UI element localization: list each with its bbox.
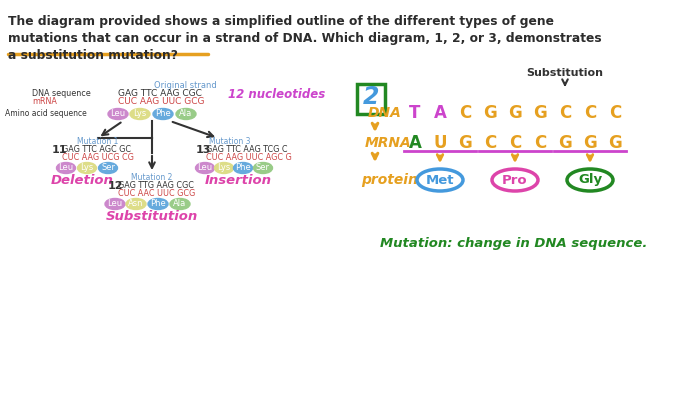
Text: Mutation 2: Mutation 2: [132, 173, 173, 182]
Ellipse shape: [148, 198, 168, 209]
Text: G: G: [608, 134, 622, 152]
Ellipse shape: [253, 162, 272, 173]
Text: Phe: Phe: [150, 200, 166, 209]
Text: Phe: Phe: [155, 110, 171, 119]
Text: 11: 11: [52, 145, 67, 155]
Text: T: T: [410, 104, 421, 122]
Text: C: C: [559, 104, 571, 122]
Ellipse shape: [492, 169, 538, 191]
Text: Amino acid sequence: Amino acid sequence: [5, 110, 87, 119]
Text: G: G: [583, 134, 597, 152]
Text: Leu: Leu: [111, 110, 125, 119]
Text: a substitution mutation?: a substitution mutation?: [8, 49, 178, 62]
Text: C: C: [509, 134, 521, 152]
Text: Deletion: Deletion: [50, 174, 113, 187]
Text: Met: Met: [426, 173, 454, 187]
Text: U: U: [433, 134, 447, 152]
Text: G: G: [558, 134, 572, 152]
Text: A: A: [409, 134, 421, 152]
Text: mutations that can occur in a strand of DNA. Which diagram, 1, 2, or 3, demonstr: mutations that can occur in a strand of …: [8, 32, 601, 45]
Text: DNA: DNA: [368, 106, 402, 120]
Text: G: G: [483, 104, 497, 122]
Ellipse shape: [57, 162, 76, 173]
Ellipse shape: [170, 198, 190, 209]
Text: mRNA: mRNA: [32, 97, 57, 107]
Text: A: A: [433, 104, 447, 122]
Text: Substitution: Substitution: [106, 211, 198, 224]
Text: 12: 12: [108, 181, 123, 191]
Text: CUC AAG UCG CG: CUC AAG UCG CG: [62, 152, 134, 162]
Text: G: G: [533, 104, 547, 122]
Text: The diagram provided shows a simplified outline of the different types of gene: The diagram provided shows a simplified …: [8, 15, 554, 28]
Text: Lys: Lys: [218, 163, 230, 173]
Text: GAG TTC AGC GC: GAG TTC AGC GC: [62, 145, 131, 154]
Text: CUC AAG UUC GCG: CUC AAG UUC GCG: [118, 97, 204, 107]
Text: Leu: Leu: [58, 163, 74, 173]
Text: DNA sequence: DNA sequence: [32, 90, 91, 99]
Text: 13: 13: [196, 145, 211, 155]
Text: GAG TTC AAG CGC: GAG TTC AAG CGC: [118, 90, 202, 99]
Text: Asn: Asn: [128, 200, 144, 209]
Text: C: C: [584, 104, 596, 122]
Ellipse shape: [176, 108, 196, 119]
Ellipse shape: [417, 169, 463, 191]
Ellipse shape: [105, 198, 125, 209]
Text: G: G: [458, 134, 472, 152]
Text: GAG TTC AAG TCG C: GAG TTC AAG TCG C: [206, 145, 288, 154]
Ellipse shape: [130, 108, 150, 119]
Text: protein: protein: [361, 173, 418, 187]
Text: CUC AAG UUC AGC G: CUC AAG UUC AGC G: [206, 152, 292, 162]
Text: Leu: Leu: [107, 200, 122, 209]
Text: Insertion: Insertion: [204, 174, 272, 187]
Text: Substitution: Substitution: [526, 68, 603, 78]
Ellipse shape: [153, 108, 173, 119]
Text: Lys: Lys: [134, 110, 146, 119]
Text: G: G: [508, 104, 522, 122]
Text: CUC AAC UUC GCG: CUC AAC UUC GCG: [118, 189, 195, 198]
Text: Phe: Phe: [235, 163, 251, 173]
Text: C: C: [609, 104, 621, 122]
Text: Ala: Ala: [179, 110, 193, 119]
Text: Ser: Ser: [256, 163, 270, 173]
Text: 2: 2: [363, 85, 379, 109]
Ellipse shape: [234, 162, 253, 173]
Ellipse shape: [126, 198, 146, 209]
Text: GAG TTG AAG CGC: GAG TTG AAG CGC: [118, 182, 194, 191]
Text: MRNA: MRNA: [365, 136, 412, 150]
Text: Original strand: Original strand: [153, 81, 216, 90]
Text: Gly: Gly: [578, 173, 602, 187]
Text: Mutation 1: Mutation 1: [77, 138, 119, 147]
Text: Lys: Lys: [80, 163, 94, 173]
Ellipse shape: [195, 162, 214, 173]
Ellipse shape: [99, 162, 118, 173]
Ellipse shape: [108, 108, 128, 119]
Text: Ala: Ala: [174, 200, 187, 209]
Text: Leu: Leu: [197, 163, 213, 173]
Text: C: C: [484, 134, 496, 152]
Text: C: C: [459, 104, 471, 122]
Ellipse shape: [214, 162, 234, 173]
Ellipse shape: [78, 162, 97, 173]
FancyBboxPatch shape: [357, 84, 385, 114]
Text: Pro: Pro: [502, 173, 528, 187]
Text: C: C: [534, 134, 546, 152]
Text: Mutation: change in DNA sequence.: Mutation: change in DNA sequence.: [380, 237, 648, 250]
Text: Ser: Ser: [101, 163, 115, 173]
Text: Mutation 3: Mutation 3: [209, 138, 251, 147]
Text: 12 nucleotides: 12 nucleotides: [228, 88, 326, 101]
Ellipse shape: [567, 169, 613, 191]
